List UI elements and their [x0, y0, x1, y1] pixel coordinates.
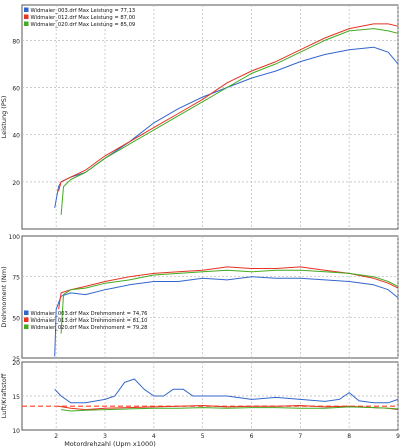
power-legend-swatch: [24, 14, 29, 19]
torque-ytick-label: 100: [9, 234, 21, 241]
xtick-label: 7: [298, 433, 302, 440]
power-legend-label: Widmaier_020.drf Max Leistung = 85,09: [31, 22, 136, 28]
power-series-line-3: [60, 28, 399, 215]
power-frame: [21, 4, 399, 230]
torque-legend-label: Widmaier_003.drf Max Drehmoment = 74,76: [31, 311, 148, 317]
xtick-label: 8: [347, 433, 351, 440]
power-legend-label: Widmaier_012.drf Max Leistung = 87,00: [31, 15, 136, 21]
torque-legend-swatch: [24, 310, 29, 315]
torque-series-line-1: [54, 276, 399, 357]
xtick-label: 9: [396, 433, 400, 440]
power-legend-swatch: [24, 21, 29, 26]
xtick-label: 5: [201, 433, 205, 440]
power-ytick-label: 20: [12, 180, 20, 187]
xtick-label: 3: [103, 433, 107, 440]
torque-legend-label: Widmaier_020.drf Max Drehmoment = 79,28: [31, 325, 148, 331]
xtick-label: 4: [152, 433, 156, 440]
torque-legend-label: Widmaier_013.drf Max Drehmoment = 81,10: [31, 318, 148, 324]
power-ytick-label: 80: [12, 38, 20, 45]
afr-series-line-1: [54, 378, 399, 404]
afr-ylabel: Luft/Kraftstoff: [0, 373, 8, 418]
power-ytick-label: 40: [12, 133, 20, 140]
torque-legend-swatch: [24, 317, 29, 322]
power-series-line-2: [58, 23, 399, 192]
torque-ylabel: Drehmoment (Nm): [0, 266, 8, 327]
power-legend-label: Widmaier_003.drf Max Leistung = 77,13: [31, 8, 136, 14]
power-ytick-label: 60: [12, 86, 20, 93]
torque-ytick-label: 25: [12, 356, 20, 363]
power-ylabel: Leistung (PS): [0, 96, 8, 139]
xtick-label: 6: [250, 433, 254, 440]
afr-ytick-label: 10: [12, 428, 20, 435]
torque-series-line-3: [60, 269, 399, 334]
xtick-label: 2: [54, 433, 58, 440]
torque-legend-swatch: [24, 324, 29, 329]
torque-ytick-label: 50: [12, 315, 20, 322]
afr-series-line-3: [61, 406, 399, 412]
afr-ytick-label: 15: [12, 394, 20, 401]
torque-ytick-label: 75: [12, 275, 20, 282]
torque-frame: [21, 235, 399, 359]
power-legend-swatch: [24, 7, 29, 12]
xlabel: Motordrehzahl (Upm x1000): [64, 440, 156, 448]
afr-ytick-label: 20: [12, 360, 20, 367]
